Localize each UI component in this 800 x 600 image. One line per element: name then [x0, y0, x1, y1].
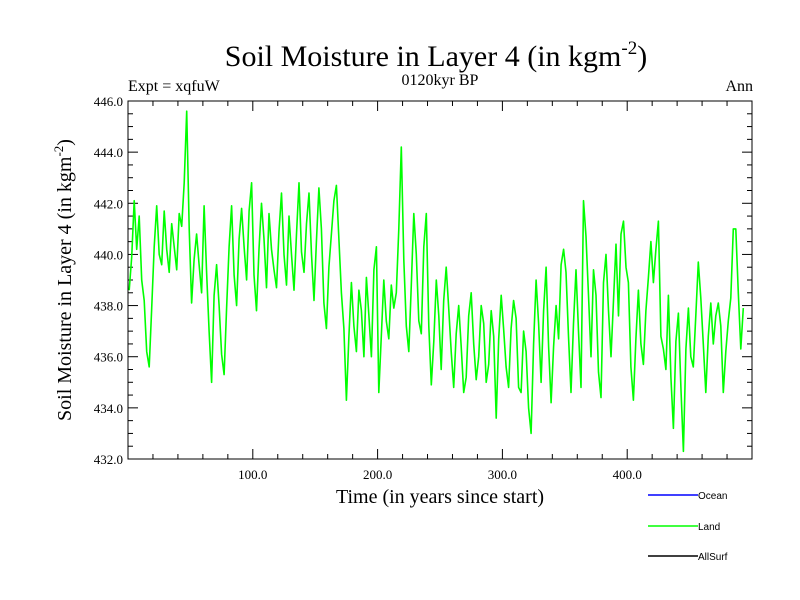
- series-layer: [128, 110, 745, 453]
- y-tick-label: 434.0: [94, 401, 123, 416]
- x-tick-label: 400.0: [613, 467, 642, 482]
- y-axis-label: Soil Moisture in Layer 4 (in kgm-2): [51, 139, 76, 421]
- y-tick-label: 446.0: [94, 94, 123, 109]
- chart-title: Soil Moisture in Layer 4 (in kgm-2): [225, 38, 647, 73]
- series-line-land: [128, 110, 745, 453]
- y-tick-label: 438.0: [94, 299, 123, 314]
- y-tick-label: 444.0: [94, 145, 123, 160]
- legend-label-ocean: Ocean: [698, 491, 727, 502]
- x-tick-label: 200.0: [363, 467, 392, 482]
- plot-frame: [127, 100, 753, 460]
- y-tick-label: 440.0: [94, 247, 123, 262]
- x-axis-label: Time (in years since start): [336, 486, 544, 508]
- axis-ticks: 432.0 434.0 436.0 438.0 440.0 442.0 444.0 446.0…: [94, 94, 752, 482]
- experiment-label: Expt = xqfuW: [128, 78, 221, 95]
- legend-label-allsurf: AllSurf: [698, 552, 728, 563]
- x-tick-label: 100.0: [238, 467, 267, 482]
- legend-label-land: Land: [698, 522, 720, 533]
- y-tick-label: 436.0: [94, 350, 123, 365]
- season-label: Ann: [725, 78, 753, 95]
- chart-subtitle: 0120kyr BP: [402, 72, 479, 89]
- y-tick-label: 432.0: [94, 452, 123, 467]
- y-tick-label: 442.0: [94, 196, 123, 211]
- legend: Ocean Land AllSurf: [648, 491, 728, 563]
- x-tick-label: 300.0: [488, 467, 517, 482]
